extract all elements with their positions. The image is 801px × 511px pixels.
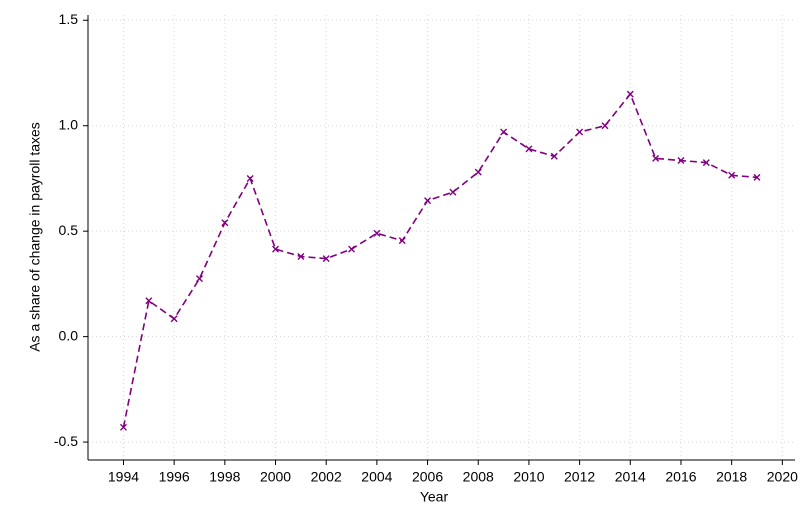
x-tick-label: 2020 bbox=[767, 469, 798, 485]
marker bbox=[373, 229, 381, 237]
marker bbox=[753, 173, 761, 181]
marker bbox=[297, 252, 305, 260]
marker bbox=[170, 315, 178, 323]
marker bbox=[652, 154, 660, 162]
x-tick-label: 2010 bbox=[513, 469, 544, 485]
x-tick-label: 2002 bbox=[311, 469, 342, 485]
x-tick-label: 2000 bbox=[260, 469, 291, 485]
x-tick-label: 2014 bbox=[615, 469, 646, 485]
marker bbox=[525, 145, 533, 153]
marker bbox=[677, 157, 685, 165]
marker bbox=[145, 297, 153, 305]
y-axis-label: As a share of change in payroll taxes bbox=[27, 122, 43, 352]
marker bbox=[728, 171, 736, 179]
marker bbox=[398, 237, 406, 245]
marker bbox=[272, 245, 280, 253]
x-tick-label: 1998 bbox=[209, 469, 240, 485]
x-tick-label: 1994 bbox=[108, 469, 139, 485]
y-tick-label: 1.5 bbox=[59, 11, 79, 27]
marker bbox=[348, 245, 356, 253]
marker bbox=[500, 128, 508, 136]
marker bbox=[196, 275, 203, 283]
x-tick-label: 2004 bbox=[361, 469, 392, 485]
x-tick-label: 2012 bbox=[564, 469, 595, 485]
marker bbox=[424, 197, 432, 205]
marker bbox=[474, 168, 482, 176]
x-tick-label: 2016 bbox=[665, 469, 696, 485]
x-axis-label: Year bbox=[420, 489, 449, 505]
marker bbox=[449, 188, 457, 196]
marker bbox=[221, 219, 229, 227]
marker bbox=[550, 152, 558, 160]
marker bbox=[119, 423, 127, 431]
y-tick-label: -0.5 bbox=[54, 433, 78, 449]
y-tick-label: 1.0 bbox=[59, 116, 79, 132]
x-tick-label: 1996 bbox=[159, 469, 190, 485]
y-tick-label: 0.0 bbox=[59, 327, 79, 343]
marker bbox=[601, 122, 609, 130]
x-tick-label: 2018 bbox=[716, 469, 747, 485]
y-tick-label: 0.5 bbox=[59, 222, 79, 238]
series-line bbox=[122, 92, 758, 428]
marker bbox=[702, 159, 710, 167]
marker bbox=[322, 255, 330, 263]
x-tick-label: 2006 bbox=[412, 469, 443, 485]
x-tick-label: 2008 bbox=[463, 469, 494, 485]
marker bbox=[576, 128, 584, 136]
marker bbox=[626, 90, 634, 98]
marker bbox=[246, 174, 254, 182]
